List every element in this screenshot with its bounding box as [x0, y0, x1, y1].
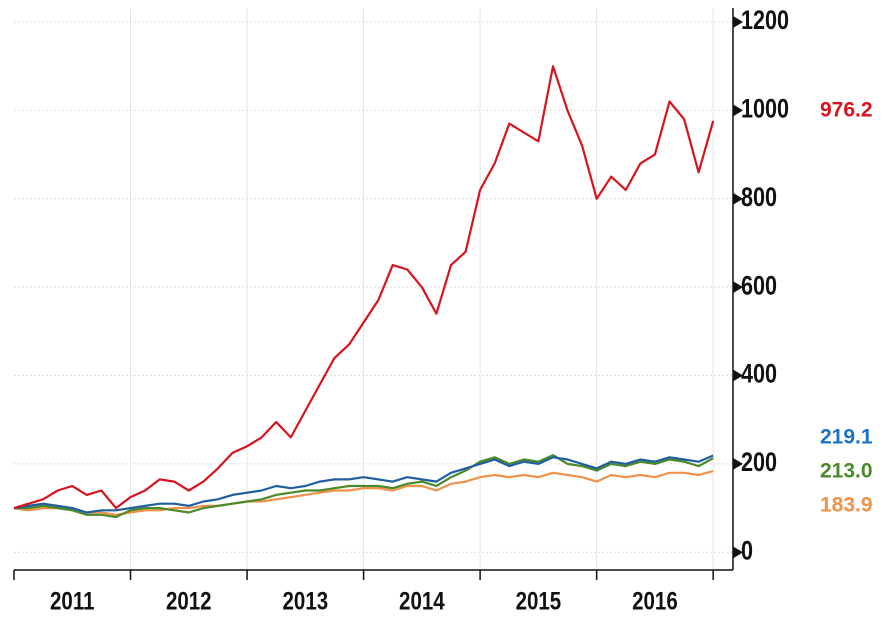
end-value-label: 219.1 [820, 426, 873, 449]
x-tick-label: 2014 [399, 587, 445, 615]
x-tick-label: 2012 [166, 587, 212, 615]
end-value-label: 183.9 [820, 494, 873, 517]
x-tick-label: 2011 [50, 587, 95, 615]
y-tick-label: 1000 [741, 94, 789, 124]
y-tick-label: 200 [741, 448, 777, 478]
y-tick-mark [733, 104, 743, 117]
y-tick-mark [733, 16, 743, 28]
y-tick-mark [733, 546, 743, 559]
x-tick-label: 2015 [516, 587, 562, 615]
series-line [13, 470, 714, 516]
y-tick-mark [733, 457, 743, 470]
y-tick-label: 0 [741, 536, 753, 566]
y-tick-mark [733, 281, 743, 294]
y-tick-label: 1200 [741, 6, 789, 36]
series-line [13, 65, 715, 510]
y-tick-label: 800 [741, 183, 777, 213]
end-value-label: 213.0 [820, 460, 873, 483]
series-line [14, 454, 714, 519]
x-tick-label: 2016 [632, 587, 678, 615]
series-line [13, 454, 714, 514]
y-tick-mark [733, 192, 743, 205]
y-tick-label: 600 [741, 271, 777, 301]
x-tick-label: 2013 [283, 587, 329, 615]
y-tick-mark [733, 369, 743, 382]
end-value-label: 976.2 [820, 99, 873, 122]
y-tick-label: 400 [741, 359, 777, 389]
